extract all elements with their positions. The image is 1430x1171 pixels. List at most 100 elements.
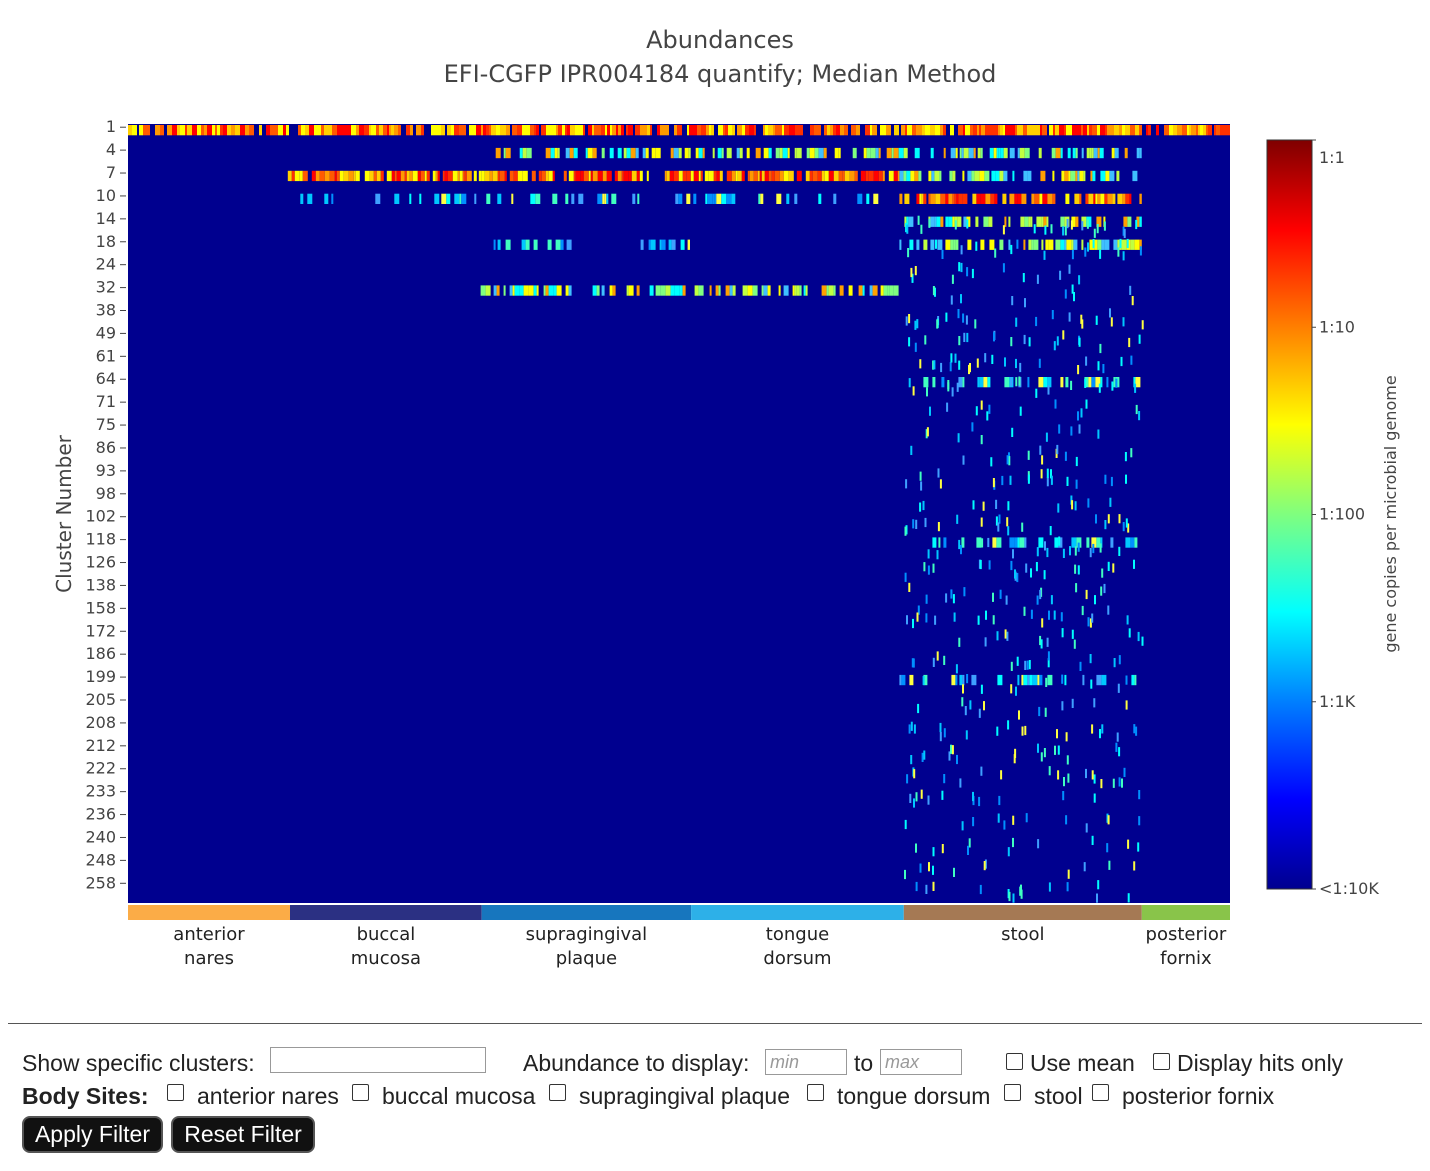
heatmap-cell bbox=[1084, 378, 1087, 388]
heatmap-cell bbox=[160, 125, 164, 136]
display-hits-only-checkbox[interactable] bbox=[1153, 1053, 1170, 1070]
heatmap-cell bbox=[486, 193, 491, 204]
body-site-checkbox-posterior-fornix[interactable] bbox=[1092, 1084, 1109, 1101]
heatmap-cell bbox=[954, 353, 957, 363]
heatmap-cell bbox=[143, 125, 146, 136]
heatmap-cell bbox=[949, 170, 953, 182]
heatmap-cell bbox=[1070, 170, 1076, 182]
heatmap-cell bbox=[862, 285, 865, 296]
heatmap-cell bbox=[1070, 426, 1073, 436]
heatmap-cell bbox=[319, 170, 325, 182]
heatmap-cell bbox=[1071, 250, 1074, 260]
apply-filter-button[interactable]: Apply Filter bbox=[22, 1116, 163, 1153]
body-site-checkbox-buccal-mucosa[interactable] bbox=[352, 1084, 369, 1101]
heatmap-cell bbox=[909, 239, 914, 250]
heatmap-cell bbox=[612, 125, 616, 136]
y-tick-label: 32 bbox=[96, 278, 116, 297]
heatmap-cell bbox=[985, 125, 990, 136]
abundance-max-input[interactable] bbox=[880, 1049, 962, 1075]
body-site-checkbox-stool[interactable] bbox=[1004, 1084, 1021, 1101]
heatmap-cell bbox=[1113, 377, 1116, 388]
heatmap-cell bbox=[979, 170, 985, 182]
heatmap-cell bbox=[952, 216, 955, 227]
heatmap-cell bbox=[616, 125, 618, 136]
y-tick-label: 38 bbox=[96, 301, 116, 320]
heatmap-cell bbox=[957, 309, 960, 319]
heatmap-cell bbox=[1047, 651, 1050, 661]
heatmap-cell bbox=[1080, 408, 1083, 418]
heatmap-cell bbox=[899, 170, 904, 182]
heatmap-cell bbox=[962, 377, 965, 388]
heatmap-cell bbox=[932, 286, 935, 296]
heatmap-cell bbox=[988, 560, 991, 570]
heatmap-cell bbox=[444, 170, 448, 182]
heatmap-cell bbox=[1023, 606, 1026, 616]
heatmap-cell bbox=[1025, 563, 1028, 573]
heatmap-cell bbox=[1134, 383, 1137, 393]
heatmap-cell bbox=[988, 216, 993, 227]
heatmap-cell bbox=[1030, 609, 1033, 619]
heatmap-cell bbox=[836, 125, 840, 136]
heatmap-cell bbox=[1046, 216, 1049, 227]
heatmap-cell bbox=[512, 285, 515, 296]
heatmap-cell bbox=[1058, 536, 1061, 546]
heatmap-cell bbox=[1052, 170, 1055, 182]
heatmap-cell bbox=[908, 378, 911, 388]
body-site-checkbox-supragingival-plaque[interactable] bbox=[549, 1084, 566, 1101]
y-tick-label: 222 bbox=[85, 759, 116, 778]
heatmap-cell bbox=[1027, 674, 1030, 686]
heatmap-cell bbox=[972, 791, 974, 802]
heatmap-cell bbox=[893, 170, 898, 182]
body-site-checkbox-tongue-dorsum[interactable] bbox=[807, 1084, 824, 1101]
heatmap-cell bbox=[962, 674, 965, 686]
y-tick-label: 199 bbox=[85, 667, 116, 686]
heatmap-cell bbox=[675, 193, 679, 204]
heatmap-cell bbox=[660, 285, 666, 296]
heatmap-cell bbox=[960, 545, 962, 555]
heatmap-cell bbox=[1067, 147, 1071, 159]
heatmap-cell bbox=[1085, 823, 1088, 833]
heatmap-cell bbox=[1009, 475, 1012, 485]
heatmap-cell bbox=[1121, 239, 1127, 250]
use-mean-checkbox[interactable] bbox=[1006, 1053, 1023, 1070]
heatmap-cell bbox=[409, 193, 412, 204]
heatmap-cell bbox=[920, 481, 923, 491]
heatmap-cell bbox=[1104, 474, 1107, 484]
heatmap-cell bbox=[1127, 839, 1130, 849]
heatmap-cell bbox=[474, 193, 477, 204]
heatmap-cell bbox=[923, 239, 928, 250]
heatmap-cell bbox=[967, 845, 969, 855]
heatmap-cell bbox=[1015, 125, 1017, 136]
heatmap-cell bbox=[827, 125, 830, 136]
reset-filter-button[interactable]: Reset Filter bbox=[171, 1116, 315, 1153]
heatmap-cell bbox=[999, 589, 1002, 599]
heatmap-cell bbox=[1017, 125, 1021, 136]
heatmap-cell bbox=[1066, 882, 1069, 892]
heatmap-cell bbox=[1067, 869, 1070, 879]
heatmap-cell bbox=[916, 125, 920, 136]
abundance-min-input[interactable] bbox=[765, 1049, 847, 1075]
heatmap-cell bbox=[1017, 537, 1020, 548]
heatmap-cell bbox=[921, 193, 924, 204]
heatmap-cell bbox=[605, 125, 607, 136]
heatmap-cell bbox=[905, 316, 908, 326]
heatmap-cell bbox=[692, 125, 697, 136]
heatmap-cell bbox=[906, 216, 909, 227]
heatmap-cell bbox=[865, 170, 869, 182]
body-site-label: fornix bbox=[1160, 948, 1212, 969]
heatmap-cell bbox=[988, 404, 991, 414]
heatmap-cell bbox=[1060, 377, 1064, 388]
heatmap-cell bbox=[960, 262, 963, 273]
heatmap-cell bbox=[908, 216, 914, 227]
show-clusters-input[interactable] bbox=[270, 1047, 486, 1073]
heatmap-cell bbox=[1016, 656, 1019, 666]
heatmap-cell bbox=[571, 193, 575, 204]
heatmap-cell bbox=[763, 285, 768, 296]
heatmap-cell bbox=[454, 193, 460, 204]
heatmap-cell bbox=[1156, 125, 1159, 136]
heatmap-cell bbox=[957, 433, 960, 443]
body-site-checkbox-anterior-nares[interactable] bbox=[167, 1084, 184, 1101]
heatmap-cell bbox=[1177, 125, 1182, 136]
heatmap-cell bbox=[1079, 193, 1082, 204]
heatmap-cell bbox=[348, 170, 354, 182]
